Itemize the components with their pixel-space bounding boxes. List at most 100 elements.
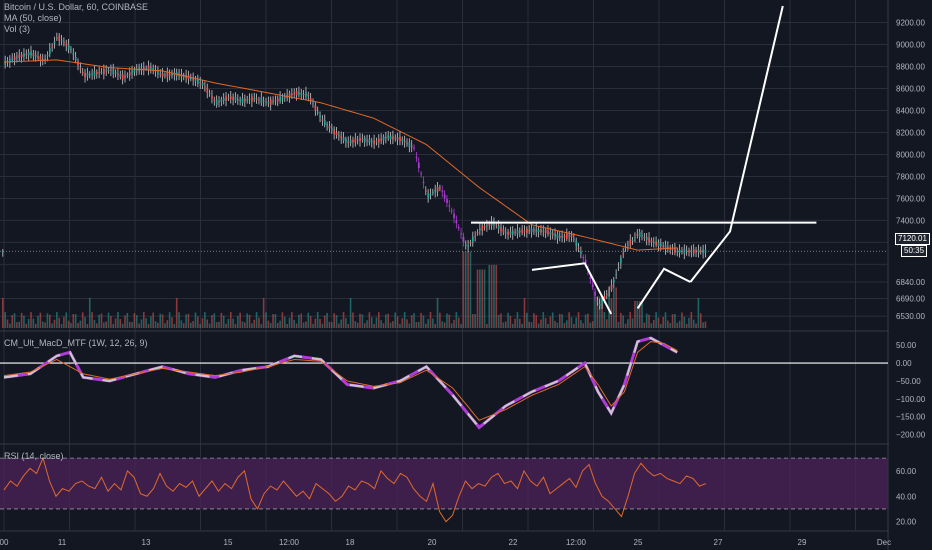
candle-body (573, 238, 575, 240)
candle-body (46, 55, 49, 57)
candle-body (425, 190, 427, 192)
candle-body (338, 134, 340, 137)
volume-bar (20, 312, 23, 328)
volume-bar (441, 321, 444, 328)
volume-bar (119, 319, 122, 328)
volume-bar (425, 323, 427, 328)
volume-bar (79, 320, 82, 328)
candle-body (2, 251, 4, 253)
volume-bar (657, 317, 660, 328)
volume-bar (681, 312, 683, 328)
time-axis[interactable]: 00 11 13 15 12:00 18 20 22 12:00 25 27 29 Dec (0, 538, 891, 547)
candle-body (164, 74, 166, 76)
price-tick-label: 9000.00 (896, 40, 925, 49)
volume-bar (58, 317, 60, 328)
ma-legend[interactable]: MA (50, close) (4, 13, 62, 23)
macd-pane[interactable] (0, 336, 888, 430)
volume-bar (375, 317, 378, 328)
candle-body (251, 96, 253, 102)
candle-body (32, 53, 35, 56)
volume-bar (622, 315, 624, 328)
volume-bar (77, 323, 79, 328)
volume-bar (455, 312, 458, 328)
candle-body (152, 67, 155, 72)
volume-bar (702, 322, 704, 328)
volume-bar (378, 312, 380, 328)
candle-body (323, 119, 326, 125)
pattern-left-line[interactable] (531, 262, 613, 315)
candle-body (105, 70, 108, 72)
candle-body (157, 69, 159, 75)
volume-bar (483, 269, 486, 328)
candle-body (434, 189, 437, 193)
candle-body (25, 53, 28, 56)
projection-line[interactable] (689, 5, 784, 283)
candle-body (481, 225, 484, 231)
candle-body (479, 228, 481, 231)
candle-body (462, 236, 465, 243)
candle-body (554, 233, 556, 237)
candle-body (624, 247, 627, 249)
candle-body (328, 126, 331, 129)
rsi-pane[interactable] (0, 456, 888, 523)
candle-body (671, 249, 674, 251)
volume-bar (244, 322, 246, 328)
volume-bar (246, 313, 248, 328)
volume-bar (72, 313, 75, 328)
volume-bar (239, 312, 241, 328)
candle-body (474, 236, 477, 238)
price-axis[interactable]: 6530.006690.006840.007200.007400.007600.… (889, 0, 932, 550)
rsi-legend[interactable]: RSI (14, close) (4, 451, 64, 461)
volume-bar (229, 312, 232, 328)
volume-bar (220, 312, 223, 328)
candle-body (519, 231, 521, 233)
volume-bar (450, 323, 453, 328)
volume-bar (126, 312, 129, 328)
candle-body (274, 100, 277, 102)
volume-bar (490, 265, 493, 328)
candle-body (81, 72, 84, 74)
volume-bar (688, 317, 690, 328)
volume-bar (265, 312, 267, 328)
volume-bar (157, 322, 159, 328)
candle-body (415, 156, 418, 158)
volume-bar (415, 322, 418, 328)
volume-bar (594, 296, 596, 328)
vol-legend[interactable]: Vol (3) (4, 24, 31, 34)
volume-bar (366, 320, 368, 328)
volume-bar (596, 296, 599, 328)
volume-bar (145, 318, 147, 328)
trendline-drawings[interactable] (471, 5, 817, 315)
candle-body (370, 141, 373, 143)
candle-body (258, 99, 260, 101)
candle-body (225, 96, 227, 101)
volume-bar (293, 319, 295, 328)
price-tick-label: 6530.00 (896, 312, 925, 321)
volume-bar (396, 316, 399, 328)
candle-body (551, 233, 554, 236)
volume-bar (436, 298, 439, 328)
candle-body (469, 242, 472, 244)
volume-bar (507, 312, 509, 328)
pattern-right-line[interactable] (636, 267, 691, 309)
volume-bar (573, 323, 575, 328)
candle-body (613, 279, 615, 283)
candle-body (591, 284, 594, 288)
candle-body (457, 227, 460, 229)
candle-body (504, 232, 507, 234)
macd-legend[interactable]: CM_Ult_MacD_MTF (1W, 12, 26, 9) (4, 338, 148, 348)
candle-body (634, 237, 636, 239)
time-tick-label: 15 (224, 538, 233, 547)
candle-body (422, 181, 425, 184)
volume-bar (258, 317, 260, 328)
volume-bar (206, 319, 209, 328)
candle-body (276, 98, 279, 101)
candle-body (617, 267, 620, 269)
volume-bar (476, 269, 479, 328)
volume-bar (333, 313, 335, 328)
volume-bar (667, 320, 669, 328)
candle-body (340, 135, 343, 139)
candle-body (568, 235, 571, 237)
volume-bar (331, 322, 333, 328)
symbol-title[interactable]: Bitcoin / U.S. Dollar, 60, COINBASE (4, 2, 149, 12)
